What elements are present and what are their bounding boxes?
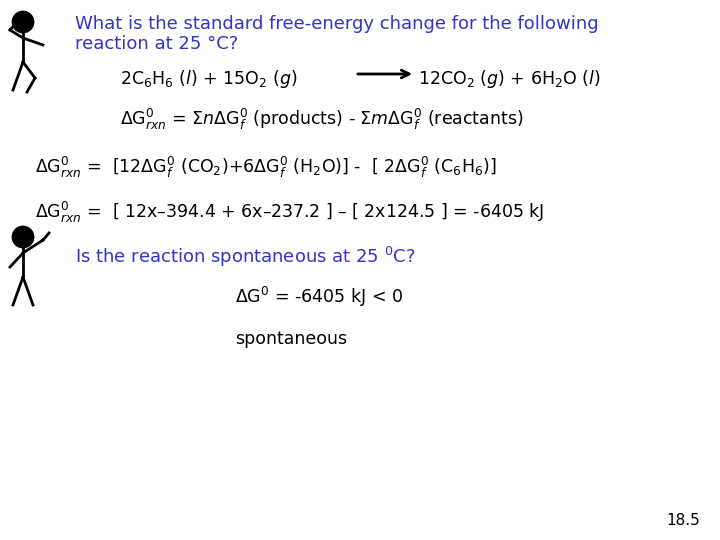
Circle shape xyxy=(13,12,33,32)
Text: 18.5: 18.5 xyxy=(666,513,700,528)
Text: 12CO$_2$ ($\it{g}$) + 6H$_2$O ($\it{l}$): 12CO$_2$ ($\it{g}$) + 6H$_2$O ($\it{l}$) xyxy=(418,68,600,90)
Text: $\Delta$G$^0_{rxn}$ =  [ 12x–394.4 + 6x–237.2 ] – [ 2x124.5 ] = -6405 kJ: $\Delta$G$^0_{rxn}$ = [ 12x–394.4 + 6x–2… xyxy=(35,200,544,225)
Text: $\Delta$G$^0_{rxn}$ = $\Sigma$$\it{n}$$\Delta$G$^0_f$ (products) - $\Sigma$$\it{: $\Delta$G$^0_{rxn}$ = $\Sigma$$\it{n}$$\… xyxy=(120,107,523,132)
Text: $\Delta$G$^0_{rxn}$ =  [12$\Delta$G$^0_f$ (CO$_2$)+6$\Delta$G$^0_f$ (H$_2$O)] - : $\Delta$G$^0_{rxn}$ = [12$\Delta$G$^0_f$… xyxy=(35,155,497,180)
Text: reaction at 25 °C?: reaction at 25 °C? xyxy=(75,35,238,53)
Text: spontaneous: spontaneous xyxy=(235,330,347,348)
Text: $\Delta$G$^0$ = -6405 kJ < 0: $\Delta$G$^0$ = -6405 kJ < 0 xyxy=(235,285,403,309)
Text: What is the standard free-energy change for the following: What is the standard free-energy change … xyxy=(75,15,598,33)
Text: Is the reaction spontaneous at 25 $^0$C?: Is the reaction spontaneous at 25 $^0$C? xyxy=(75,245,415,269)
Text: 2C$_6$H$_6$ ($\it{l}$) + 15O$_2$ ($\it{g}$): 2C$_6$H$_6$ ($\it{l}$) + 15O$_2$ ($\it{g… xyxy=(120,68,297,90)
Circle shape xyxy=(13,227,33,247)
